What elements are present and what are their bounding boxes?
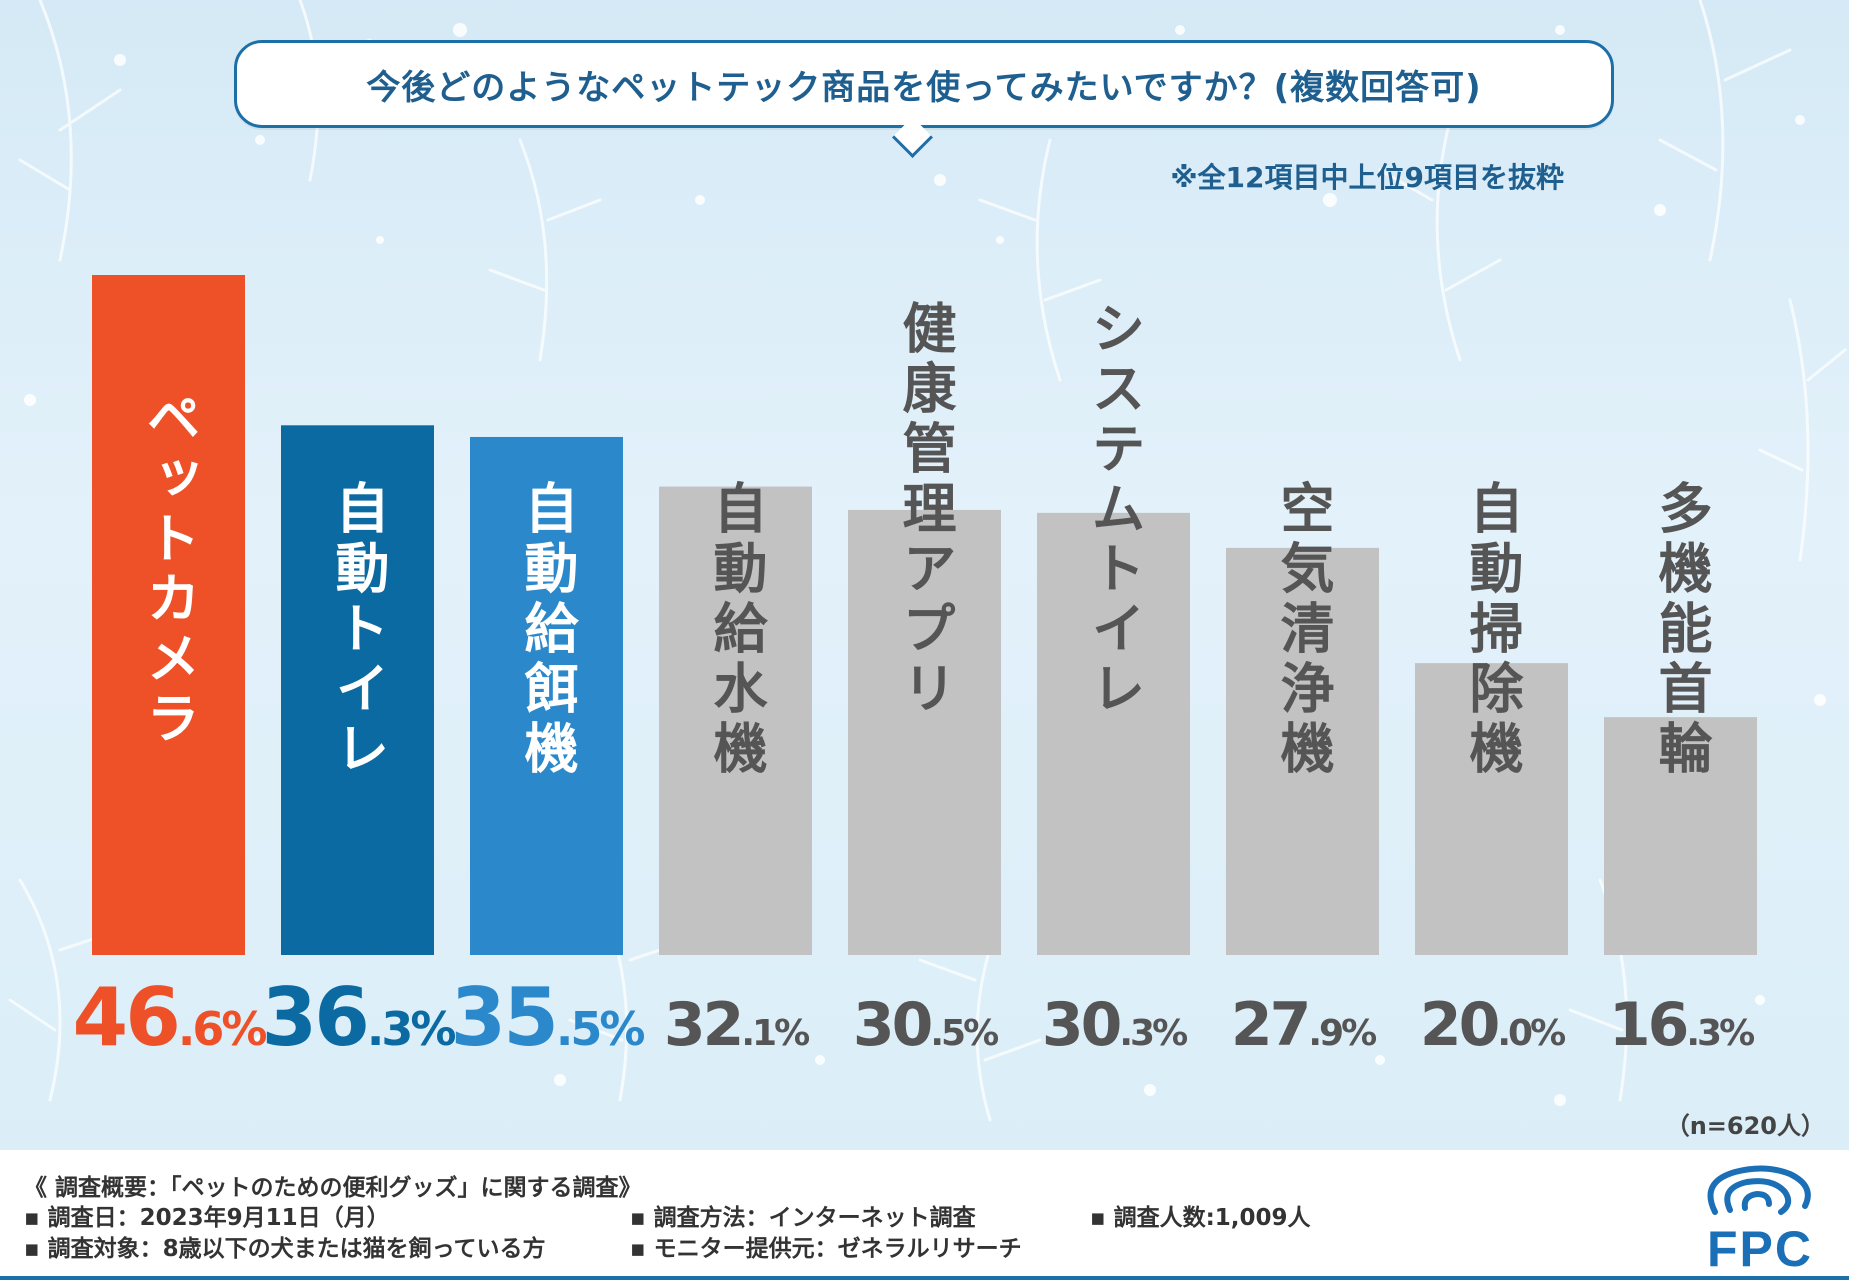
bar-chart: ペットカメラ 46.6% 自動トイレ 36.3% 自動給餌機 35.5% 自動給水機 32.1… (73, 275, 1757, 1064)
bar-6 (1037, 512, 1190, 955)
chart-note: ※全12項目中上位9項目を抜粋 (1170, 161, 1564, 194)
survey-method: ▪ 調査方法：インターネット調査 (630, 1205, 976, 1231)
bar-9 (1604, 717, 1757, 955)
category-label-6: システムトイレ (1082, 300, 1145, 720)
value-label-3: 35.5% (451, 971, 645, 1064)
bar-2 (281, 425, 434, 955)
value-label-9: 16.3% (1609, 990, 1754, 1060)
swirl-logo-icon (1707, 1165, 1811, 1215)
chart-area: 今後どのようなペットテック商品を使ってみたいですか？(複数回答可) ※全12項目… (0, 0, 1849, 1150)
bar-3 (470, 436, 623, 955)
category-label-4: 自動給水機 (704, 480, 767, 780)
value-label-7: 27.9% (1231, 990, 1376, 1060)
category-label-8: 自動掃除機 (1460, 480, 1523, 780)
bar-5 (848, 509, 1001, 955)
category-label-5: 健康管理アプリ (893, 300, 956, 720)
survey-date: ▪ 調査日：2023年9月11日（月） (24, 1205, 390, 1231)
bar-7 (1226, 547, 1379, 955)
bar-4 (659, 486, 812, 955)
logo-text: FPC (1707, 1221, 1813, 1277)
bar-1 (92, 275, 245, 955)
chart-title: 今後どのようなペットテック商品を使ってみたいですか？(複数回答可) (366, 67, 1482, 108)
title-box: 今後どのようなペットテック商品を使ってみたいですか？(複数回答可) (234, 40, 1614, 128)
bar-8 (1415, 663, 1568, 955)
category-label-2: 自動トイレ (326, 480, 389, 780)
footer-rule (0, 1276, 1849, 1280)
survey-target: ▪ 調査対象：8歳以下の犬または猫を飼っている方 (24, 1236, 546, 1262)
survey-respondents: ▪ 調査人数:1,009人 (1090, 1205, 1311, 1231)
category-label-1: ペットカメラ (137, 390, 200, 750)
value-label-8: 20.0% (1420, 990, 1565, 1060)
value-label-2: 36.3% (262, 971, 456, 1064)
category-label-7: 空気清浄機 (1271, 480, 1334, 780)
sample-size: （n=620人） (1665, 1112, 1825, 1140)
value-label-6: 30.3% (1042, 990, 1187, 1060)
value-label-4: 32.1% (664, 990, 809, 1060)
survey-footer (0, 1150, 1849, 1280)
survey-provider: ▪ モニター提供元：ゼネラルリサーチ (630, 1236, 1022, 1262)
category-label-3: 自動給餌機 (515, 480, 578, 780)
category-label-9: 多機能首輪 (1649, 480, 1712, 780)
fpc-logo: FPC (1695, 1162, 1825, 1277)
value-label-1: 46.6% (73, 971, 267, 1064)
survey-header: 《 調査概要：「ペットのための便利グッズ」に関する調査》 (24, 1175, 642, 1201)
value-label-5: 30.5% (853, 990, 998, 1060)
